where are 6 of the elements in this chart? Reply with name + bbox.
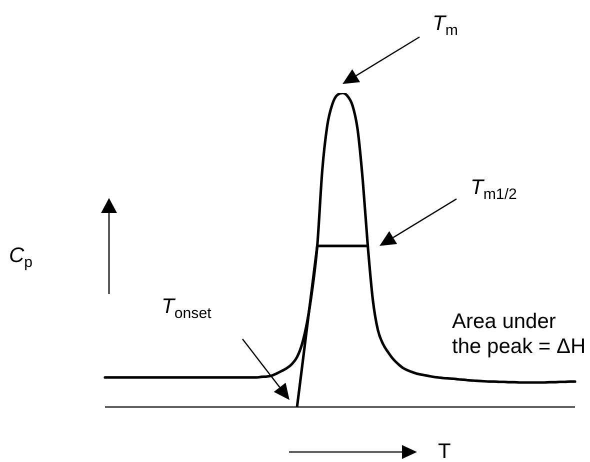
x-axis-title: T <box>438 440 451 462</box>
y-axis-title: C$_{p}$ <box>9 244 33 271</box>
text: T$_{m}$ <box>432 12 458 39</box>
annotation: T$_{onset}$ <box>162 295 212 322</box>
annotation: Area under the peak = ΔH <box>452 310 586 358</box>
annotation: T$_{m1/2}$ <box>470 176 517 203</box>
